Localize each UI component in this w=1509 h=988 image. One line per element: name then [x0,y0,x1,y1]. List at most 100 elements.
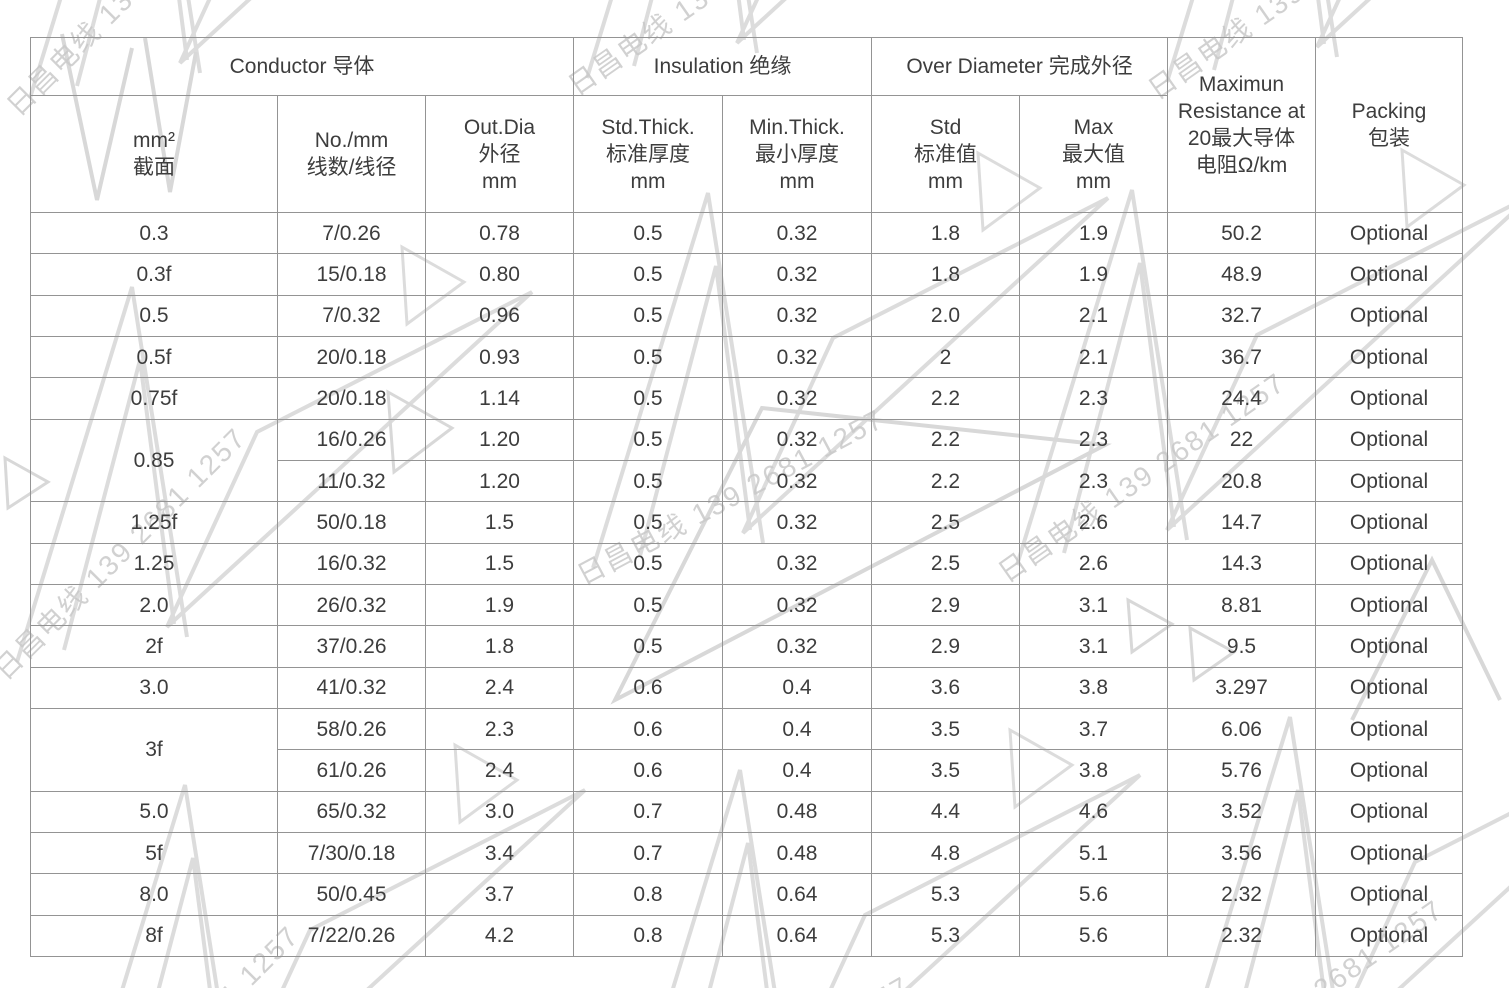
table-row: 2f 37/0.26 1.8 0.5 0.32 2.9 3.1 9.5 Optional [30,625,1464,668]
subheader-no-mm: No./mm 线数/线径 [277,95,426,213]
table-cell: 3.1 [1019,583,1169,627]
subheader-std-thick: Std.Thick. 标准厚度 mm [573,95,723,213]
header-line: Maximun [1198,73,1285,96]
table-cell: Optional [1315,707,1464,751]
table-row: 3.0 41/0.32 2.4 0.6 0.4 3.6 3.8 3.297 Optional [30,666,1464,709]
header-line: No./mm [314,129,389,152]
table-cell: Optional [1315,749,1464,792]
table-row: 8f 7/22/0.26 4.2 0.8 0.64 5.3 5.6 2.32 Optional [30,914,1464,958]
table-cell: 1.5 [425,542,574,585]
table-cell: 50.2 [1167,211,1317,255]
table-cell: 0.5 [573,542,723,585]
table-cell: 22 [1167,418,1317,461]
header-line: 外径 [478,142,521,166]
table-cell: 0.5 [573,459,723,503]
spec-table: Conductor 导体 Insulation 绝缘 Over Diameter… [30,37,1464,958]
table-cell: 0.5 [573,377,723,420]
table-cell: 1.9 [1019,211,1169,255]
table-cell: 0.32 [721,418,873,461]
table-cell: 0.32 [721,625,873,668]
table-cell: 0.93 [425,335,574,379]
subheader-mm2: mm² 截面 [30,95,278,213]
table-cell: 20/0.18 [277,335,426,379]
table-cell: 0.8 [573,914,723,958]
table-cell: 3.5 [871,707,1021,751]
table-cell: 2.3 [1019,418,1169,461]
table-cell: 5.6 [1019,914,1169,958]
table-row: 0.5f 20/0.18 0.93 0.5 0.32 2 2.1 36.7 Optional [30,335,1464,379]
table-cell: 0.75f [30,377,278,420]
table-cell: 2.2 [871,459,1021,503]
table-cell: 3.56 [1167,831,1317,875]
table-cell: 20.8 [1167,459,1317,503]
table-cell: 3.7 [1019,707,1169,751]
table-cell: 0.5 [573,211,723,255]
header-line: Out.Dia [463,115,536,139]
table-cell: 2.9 [871,625,1021,668]
table-cell: 0.5 [573,418,723,461]
table-cell: 3.5 [871,749,1021,792]
table-cell: 0.32 [721,583,873,627]
table-cell: Optional [1315,294,1464,337]
table-cell: Optional [1315,253,1464,296]
table-cell: 0.7 [573,831,723,875]
table-cell: 2.3 [1019,459,1169,503]
table-cell: 2.1 [1019,335,1169,379]
table-cell: 4.4 [871,790,1021,833]
table-cell: 1.14 [425,377,574,420]
table-cell: 1.20 [425,418,574,461]
table-cell: 48.9 [1167,253,1317,296]
subheader-out-dia: Out.Dia 外径 mm [425,95,574,213]
table-cell: 0.32 [721,459,873,503]
header-line: mm [630,169,666,193]
table-cell: 0.48 [721,790,873,833]
table-cell: 0.4 [721,749,873,792]
table-cell: Optional [1315,377,1464,420]
table-cell: 1.8 [871,253,1021,296]
table-cell: 1.9 [1019,253,1169,296]
table-cell: 3.1 [1019,625,1169,668]
table-cell: 2.3 [425,707,574,751]
table-cell: 3f [30,707,278,792]
table-cell: 5.3 [871,873,1021,916]
table-cell: 0.3 [30,211,278,255]
header-line: mm [928,169,964,193]
group-header-insulation: Insulation 绝缘 [572,37,873,96]
table-cell: 1.5 [425,501,574,544]
table-cell: Optional [1315,831,1464,875]
table-cell: 0.5 [573,335,723,379]
table-cell: Optional [1315,666,1464,709]
table-cell: 5f [30,831,278,875]
table-cell: 0.64 [721,873,873,916]
table-cell: 0.96 [425,294,574,337]
header-max-resistance: Maximun Resistance at 20最大导体 电阻Ω/km [1167,37,1317,213]
header-line: Min.Thick. [749,115,845,139]
table-cell: 5.3 [871,914,1021,958]
table-cell: 0.8 [573,873,723,916]
table-cell: 3.7 [425,873,574,916]
table-row: 0.85 16/0.26 1.20 0.5 0.32 2.2 2.3 22 Optional [30,418,1464,503]
table-cell: 24.4 [1167,377,1317,420]
table-cell: 2.1 [1019,294,1169,337]
header-line: 线数/线径 [306,156,397,179]
table-cell: 0.5 [573,253,723,296]
table-row: 5f 7/30/0.18 3.4 0.7 0.48 4.8 5.1 3.56 Optional [30,831,1464,875]
table-row: 1.25f 50/0.18 1.5 0.5 0.32 2.5 2.6 14.7 Optional [30,501,1464,544]
table-cell: 2.6 [1019,542,1169,585]
table-cell: 2.2 [871,377,1021,420]
table-cell: Optional [1315,418,1464,461]
table-cell: 0.5 [30,294,278,337]
header-line: Std [929,115,962,139]
table-cell: 2.32 [1167,914,1317,958]
table-cell: 0.6 [573,707,723,751]
header-line: 20最大导体 [1187,127,1296,150]
table-cell: 0.48 [721,831,873,875]
header-line: mm² [133,129,175,152]
table-row: 8.0 50/0.45 3.7 0.8 0.64 5.3 5.6 2.32 Optional [30,873,1464,916]
subheader-min-thick: Min.Thick. 最小厚度 mm [721,95,873,213]
table-cell: Optional [1315,583,1464,627]
header-line: 截面 [133,156,175,179]
table-cell: 50/0.18 [277,501,426,544]
table-row: 2.0 26/0.32 1.9 0.5 0.32 2.9 3.1 8.81 Optional [30,583,1464,627]
